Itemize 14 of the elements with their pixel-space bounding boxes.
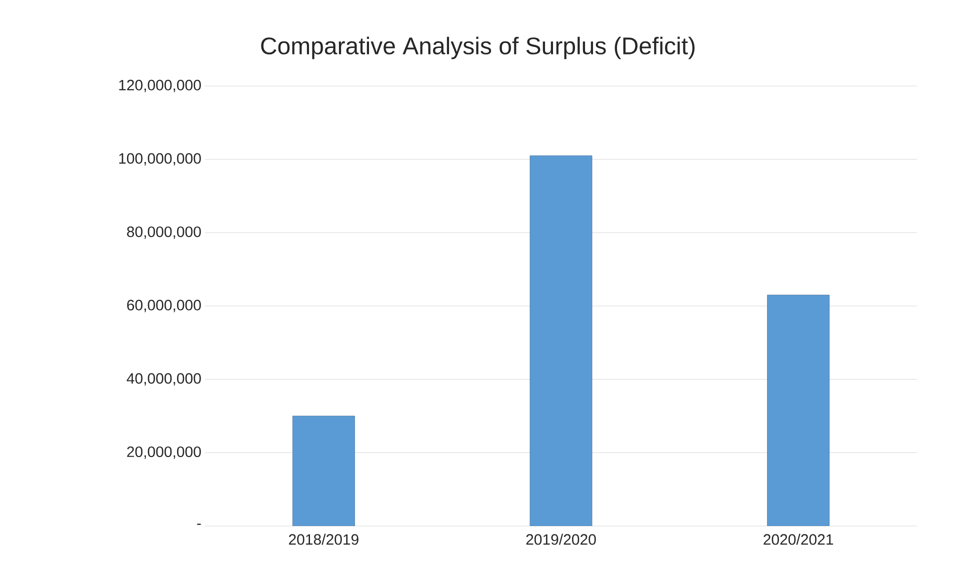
- y-tick-label: 60,000,000: [127, 300, 201, 312]
- x-tick-label: 2020/2021: [764, 534, 834, 545]
- y-tick-label: 20,000,000: [127, 446, 201, 459]
- x-tick-label: 2019/2020: [526, 534, 596, 545]
- y-tick-label: 40,000,000: [126, 373, 201, 386]
- y-tick-label: 100,000,000: [119, 153, 201, 166]
- y-tick-label: 80,000,000: [127, 226, 201, 239]
- bar: [530, 155, 592, 526]
- y-tick-label: -: [197, 524, 201, 525]
- bar: [292, 416, 355, 526]
- chart-title: Comparative Analysis of Surplus (Deficit): [261, 36, 695, 60]
- y-tick-label: 120,000,000: [119, 80, 201, 92]
- bar: [767, 294, 830, 526]
- x-tick-label: 2018/2019: [288, 534, 358, 545]
